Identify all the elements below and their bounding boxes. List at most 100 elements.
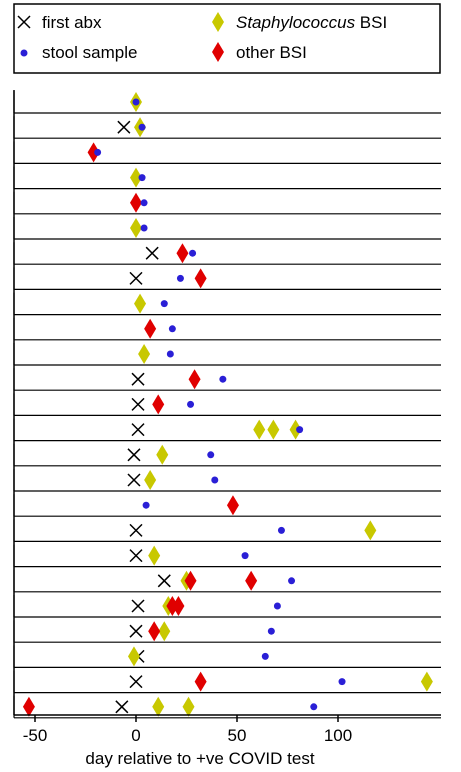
data-points [22,92,433,717]
row-line [13,595,441,618]
point-other-bsi [22,696,35,717]
point-first-abx [117,120,131,134]
point-staph-bsi [267,419,280,440]
point-first-abx [157,574,171,588]
point-stool-sample [187,400,195,408]
row-line [13,670,441,694]
legend-label-italic: Staphylococcus [236,13,360,32]
point-staph-bsi [156,444,169,465]
row-line [13,242,441,265]
legend-symbol-diamond [212,42,224,62]
row-line [13,141,441,164]
x-tick-label: 50 [228,726,247,745]
x-tick-label: 0 [131,726,140,745]
point-other-bsi [87,142,100,163]
point-staph-bsi [138,344,151,364]
point-stool-sample [140,199,148,207]
row-line [13,569,441,593]
row-group [129,520,377,541]
point-staph-bsi [182,696,195,717]
row-group [134,293,168,314]
row-group [127,444,215,465]
legend-label: stool sample [42,43,137,62]
point-stool-sample [138,174,146,182]
legend-label: other BSI [236,43,307,62]
legend-symbol-x [17,15,31,29]
legend-symbol-dot [20,49,28,57]
row-line [13,116,441,139]
point-first-abx [131,397,145,411]
point-stool-sample [310,703,318,711]
row-group [157,570,296,591]
row-group [127,646,269,667]
point-stool-sample [94,148,102,156]
point-staph-bsi [130,167,142,188]
point-other-bsi [144,318,157,339]
row-line [13,292,441,316]
row-line [13,166,441,190]
point-first-abx [129,523,143,537]
row-group [130,92,142,112]
point-stool-sample [140,224,148,232]
row-line [13,620,441,643]
point-other-bsi [166,596,179,616]
legend: first abx stool sample Staphylococcus BSI o… [17,12,387,62]
point-stool-sample [138,123,146,131]
point-stool-sample [168,325,176,333]
point-first-abx [129,675,143,689]
row-group [130,167,146,188]
point-staph-bsi [130,218,142,238]
point-stool-sample [189,249,197,257]
row-group [130,192,148,213]
x-tick-label: -50 [23,726,48,745]
point-staph-bsi [134,293,147,314]
point-other-bsi [188,369,201,390]
point-staph-bsi [289,419,302,440]
point-staph-bsi [158,621,171,642]
row-group [144,318,176,339]
point-stool-sample [160,300,168,308]
row-group [145,243,197,264]
point-stool-sample [142,501,150,509]
legend-label: Staphylococcus BSI [236,13,387,32]
point-first-abx [145,246,159,260]
point-other-bsi [130,192,142,213]
point-first-abx [127,448,141,462]
row-group [129,545,249,566]
row-line [13,443,441,467]
point-first-abx [115,700,129,714]
point-stool-sample [219,375,227,383]
point-stool-sample [176,274,184,282]
point-stool-sample [207,451,215,459]
x-axis-label: day relative to +ve COVID test [85,749,314,768]
point-other-bsi [184,570,197,591]
point-stool-sample [241,552,249,560]
row-line [13,418,441,442]
row-line [13,544,441,568]
legend-label-rest: BSI [360,13,387,32]
point-first-abx [129,271,143,285]
point-stool-sample [277,526,285,534]
point-other-bsi [172,596,185,616]
row-group [142,495,239,516]
point-staph-bsi [253,419,266,440]
point-staph-bsi [364,520,377,541]
row-group [130,218,148,238]
legend-symbol-diamond [212,12,224,32]
legend-box [13,3,441,74]
point-staph-bsi [152,696,165,717]
row-line [13,91,441,114]
point-first-abx [131,423,145,437]
row-group [131,419,304,440]
point-stool-sample [296,426,304,434]
row-group [129,621,275,642]
row-group [131,394,195,415]
row-group [87,142,102,163]
row-line [13,191,441,215]
row-group [138,344,174,364]
point-first-abx [131,372,145,386]
x-tick-label: 100 [324,726,352,745]
point-first-abx [131,599,145,613]
point-other-bsi [148,621,161,642]
row-line [13,469,441,492]
